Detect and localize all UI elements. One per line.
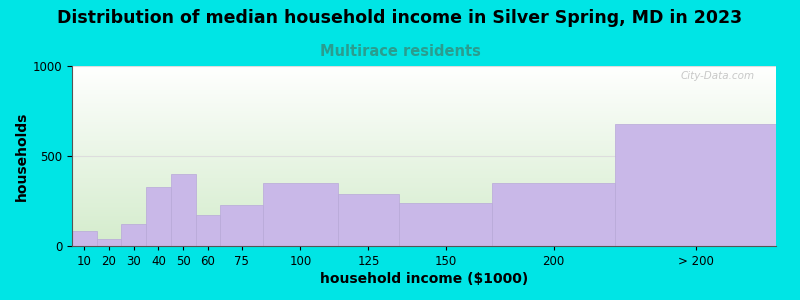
Bar [492, 183, 615, 246]
X-axis label: household income ($1000): household income ($1000) [320, 272, 528, 286]
Text: City-Data.com: City-Data.com [681, 71, 755, 81]
Bar [97, 239, 122, 246]
Bar [263, 183, 338, 246]
Bar [399, 203, 492, 246]
Text: Distribution of median household income in Silver Spring, MD in 2023: Distribution of median household income … [58, 9, 742, 27]
Bar [171, 174, 195, 246]
Bar [338, 194, 399, 246]
Bar [195, 215, 220, 246]
Bar [615, 124, 776, 246]
Bar [220, 205, 263, 246]
Bar [72, 231, 97, 246]
Bar [122, 224, 146, 246]
Bar [146, 187, 171, 246]
Y-axis label: households: households [14, 111, 29, 201]
Text: Multirace residents: Multirace residents [319, 44, 481, 59]
